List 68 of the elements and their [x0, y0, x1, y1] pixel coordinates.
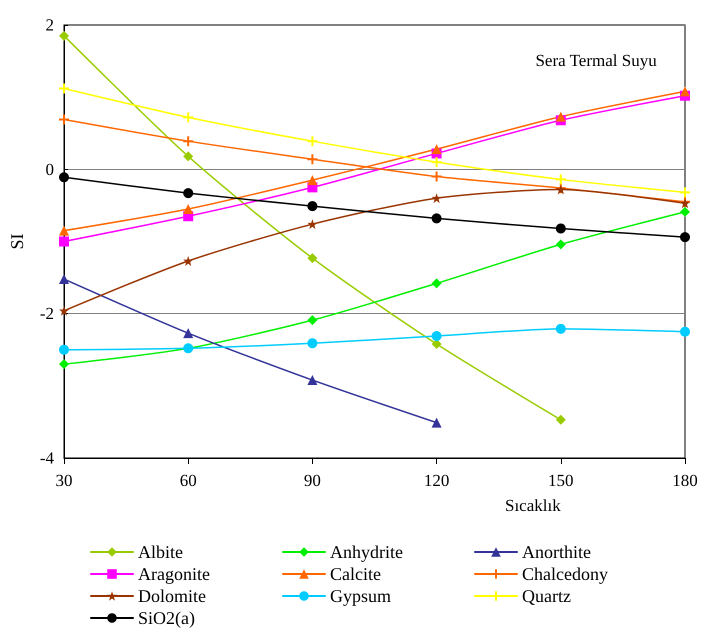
point: [432, 331, 442, 342]
legend-label: Anhydrite: [330, 542, 403, 562]
point: [680, 206, 690, 217]
point: [183, 188, 194, 198]
legend-label: Albite: [138, 542, 183, 562]
point: [556, 174, 566, 184]
x-axis-title: Sıcaklık: [505, 496, 562, 515]
x-tick-label: 150: [548, 471, 574, 490]
point: [307, 253, 318, 264]
point: [183, 256, 194, 266]
point: [59, 30, 69, 41]
point: [183, 204, 194, 214]
point: [556, 414, 566, 425]
point: [307, 315, 318, 326]
annotation: Sera Termal Suyu: [535, 51, 658, 70]
legend-label: Quartz: [522, 586, 571, 606]
point: [432, 193, 442, 204]
point: [680, 232, 690, 242]
point: [59, 359, 69, 370]
point: [307, 175, 318, 186]
legend-label: Dolomite: [138, 586, 206, 606]
x-tick-label: 90: [304, 471, 321, 490]
point: [432, 213, 442, 224]
point: [183, 151, 194, 162]
legend-label: Gypsum: [330, 586, 392, 606]
point: [680, 86, 690, 96]
point: [307, 201, 318, 212]
point: [432, 172, 442, 182]
point: [183, 136, 194, 146]
point: [59, 306, 69, 316]
x-tick-label: 60: [180, 471, 197, 490]
point: [307, 154, 318, 164]
y-tick-label: 0: [46, 160, 54, 179]
point: [59, 226, 69, 236]
point: [59, 236, 69, 246]
legend-label: SiO2(a): [138, 608, 195, 628]
point: [432, 157, 442, 168]
point: [432, 144, 442, 154]
point: [59, 172, 69, 182]
point: [680, 326, 690, 337]
legend-label: Aragonite: [138, 564, 210, 584]
point: [556, 324, 566, 334]
legend-label: Calcite: [330, 564, 381, 584]
y-tick-label: -4: [40, 448, 54, 468]
x-tick-label: 120: [424, 471, 450, 490]
y-tick-label: -2: [40, 304, 54, 324]
point: [307, 219, 318, 230]
point: [556, 112, 566, 122]
point: [59, 114, 69, 125]
point: [307, 136, 318, 146]
point: [59, 274, 69, 284]
point: [307, 338, 318, 348]
point: [183, 328, 194, 338]
x-tick-label: 30: [56, 471, 72, 490]
legend-label: Chalcedony: [522, 564, 608, 584]
point: [307, 375, 318, 386]
point: [432, 418, 442, 428]
point: [59, 344, 69, 355]
point: [432, 278, 442, 288]
point: [59, 84, 69, 94]
x-tick-label: 180: [672, 471, 698, 490]
legend-label: Anorthite: [522, 542, 591, 562]
point: [680, 187, 690, 198]
point: [183, 112, 194, 122]
y-axis-title: SI: [7, 233, 27, 250]
y-tick-label: 2: [46, 16, 54, 34]
point: [556, 224, 566, 234]
point: [556, 239, 566, 250]
